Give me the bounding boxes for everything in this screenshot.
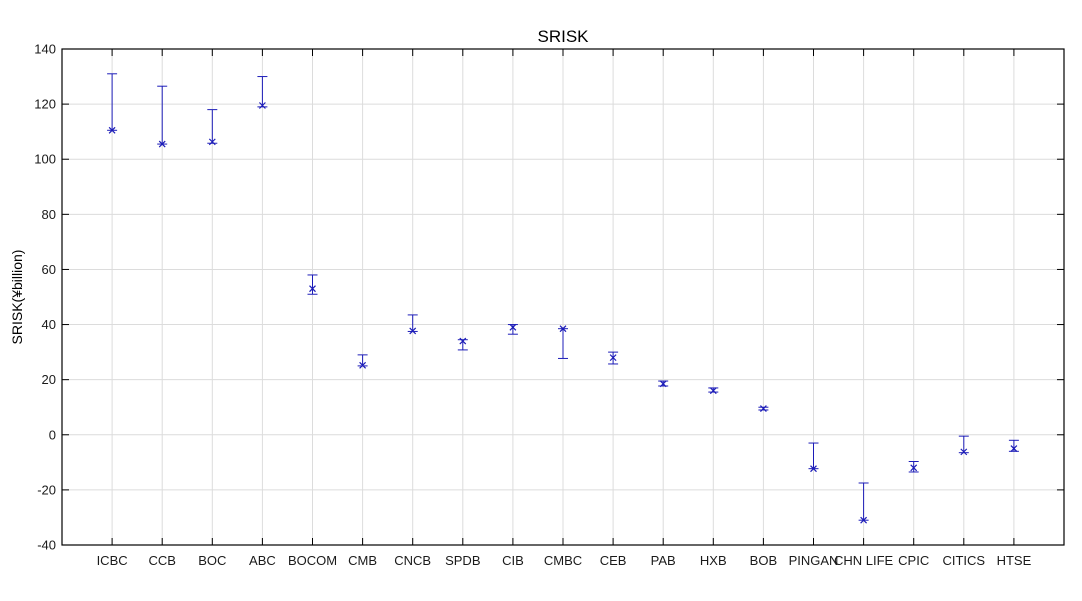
x-tick-label: CITICS [942, 553, 985, 568]
x-tick-labels: ICBC CCB BOC ABC BOCOM CMB CNCB SPDB CIB CMBC CEB P… [97, 553, 1032, 568]
y-tick-label: -40 [37, 538, 56, 553]
data-point [860, 516, 868, 524]
data-point-stroke [609, 354, 617, 362]
x-tick-label: PAB [651, 553, 676, 568]
y-tick-label: -20 [37, 482, 56, 497]
data-point [659, 380, 667, 388]
data-point-stroke [409, 327, 417, 335]
data-point [409, 327, 417, 335]
x-tick-label: BOCOM [288, 553, 337, 568]
y-tick-label: 60 [42, 262, 56, 277]
data-point [108, 126, 116, 134]
data-point-stroke [158, 140, 166, 148]
x-tick-label: SPDB [445, 553, 480, 568]
x-tick-label: CMB [348, 553, 377, 568]
data-point [1010, 445, 1018, 452]
error-bar [908, 461, 919, 473]
data-point-stroke [559, 325, 567, 333]
data-point [910, 464, 918, 472]
x-tick-label: BOC [198, 553, 226, 568]
y-tick-label: 140 [34, 42, 56, 57]
data-point-stroke [709, 387, 717, 395]
chart-title: SRISK [537, 27, 589, 46]
y-tick-label: 0 [49, 427, 56, 442]
data-point [960, 448, 968, 456]
x-tick-label: CNCB [394, 553, 431, 568]
x-tick-label: BOB [750, 553, 777, 568]
error-bar [507, 324, 518, 335]
data-point [359, 361, 367, 369]
x-tick-label: HXB [700, 553, 727, 568]
y-tick-label: 120 [34, 97, 56, 112]
data-point [459, 337, 467, 345]
x-tick-label: ABC [249, 553, 276, 568]
data-point [258, 102, 266, 109]
x-tick-label: ICBC [97, 553, 128, 568]
x-tick-label: CIB [502, 553, 524, 568]
grid [62, 49, 1064, 545]
data-point-stroke [759, 405, 767, 413]
x-tick-label: CPIC [898, 553, 929, 568]
data-point-stroke [659, 380, 667, 388]
y-tick-label: 80 [42, 207, 56, 222]
x-tick-label: CCB [148, 553, 175, 568]
x-tick-label: PINGAN [789, 553, 839, 568]
y-tick-labels: -40 -20 0 20 40 60 80 100 120 140 [34, 42, 56, 553]
ticks [62, 48, 1064, 546]
x-tick-label: CMBC [544, 553, 582, 568]
error-bar [207, 109, 218, 144]
y-tick-label: 40 [42, 317, 56, 332]
error-bar [1008, 439, 1019, 452]
data-point [709, 387, 717, 395]
data-point-stroke [258, 102, 266, 109]
data-point [810, 465, 817, 473]
data-point [559, 325, 567, 333]
markers [108, 102, 1018, 524]
data-point-stroke [860, 516, 868, 524]
y-tick-label: 20 [42, 372, 56, 387]
y-axis-label: SRISK(¥billion) [9, 250, 25, 345]
data-point [309, 285, 316, 293]
data-point-stroke [810, 465, 817, 473]
data-point-stroke [960, 448, 968, 456]
data-point-stroke [359, 361, 367, 369]
data-point [509, 323, 517, 331]
error-bar [307, 274, 318, 295]
x-tick-label: CHN LIFE [834, 553, 894, 568]
data-point-stroke [208, 138, 216, 146]
x-tick-label: HTSE [997, 553, 1032, 568]
data-point-stroke [459, 337, 467, 345]
data-point [158, 140, 166, 148]
data-point [759, 405, 767, 413]
x-tick-label: CEB [600, 553, 627, 568]
data-point-stroke [509, 323, 517, 331]
data-point [208, 138, 216, 146]
y-tick-label: 100 [34, 152, 56, 167]
data-point-stroke [309, 285, 316, 293]
data-point-stroke [108, 126, 116, 134]
data-point [609, 354, 617, 362]
error-bar [257, 76, 268, 108]
data-point-stroke [1010, 445, 1018, 452]
data-point-stroke [910, 464, 918, 472]
